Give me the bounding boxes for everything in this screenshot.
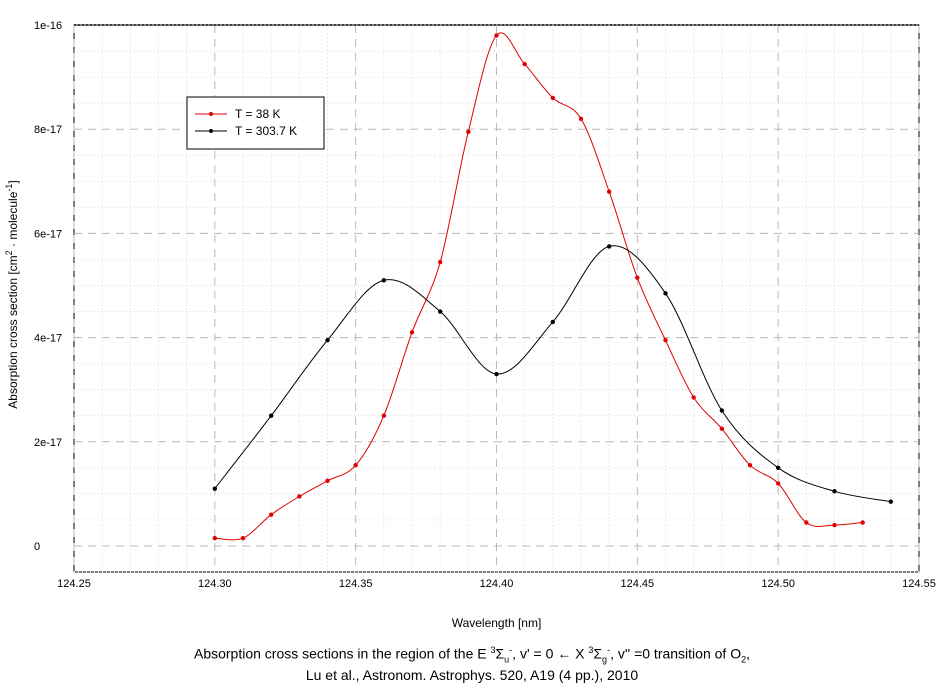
y-axis-title-part: ]: [6, 180, 20, 183]
data-point: [268, 413, 274, 418]
data-point: [268, 512, 274, 517]
x-tick-label: 124.35: [339, 578, 373, 590]
caption-sub: g: [602, 654, 608, 665]
legend-entry-303k: T = 303.7 K: [195, 124, 297, 138]
data-point: [212, 486, 218, 491]
y-tick-label: 6e-17: [34, 228, 62, 240]
data-point: [663, 337, 668, 343]
caption-text: , v' = 0 ← X: [512, 645, 589, 662]
data-point: [888, 499, 894, 504]
series-1: [212, 244, 894, 504]
data-point: [606, 244, 612, 249]
caption-text: Σ: [495, 645, 505, 662]
data-point: [578, 116, 584, 121]
data-point: [522, 61, 527, 67]
data-point: [494, 371, 499, 377]
legend-label-38k: T = 38 K: [235, 107, 280, 121]
caption-sup: 3: [490, 645, 496, 655]
data-point: [466, 129, 471, 134]
data-point: [747, 463, 753, 468]
data-point: [832, 489, 837, 494]
data-point: [550, 95, 556, 101]
x-axis-ticks: 124.25 124.30 124.35 124.40 124.45 124.50 124.…: [57, 578, 936, 590]
legend-box: [186, 96, 325, 150]
legend-marker-38k: [209, 112, 213, 116]
legend: T = 38 K T = 303.7 K: [186, 96, 325, 150]
series-layer: [212, 32, 894, 541]
data-point: [606, 189, 612, 194]
data-point: [381, 278, 387, 283]
data-point: [325, 478, 330, 484]
y-axis-title-part: · molecule: [6, 191, 20, 250]
data-point: [804, 520, 809, 525]
data-point: [437, 259, 443, 265]
y-tick-label: 1e-16: [34, 20, 62, 32]
data-point: [691, 395, 696, 400]
y-tick-label: 8e-17: [34, 124, 62, 136]
grid: [73, 24, 920, 573]
caption-sub: 2: [741, 654, 747, 665]
data-point: [437, 309, 443, 314]
data-point: [719, 408, 725, 413]
caption-line-2: Lu et al., Astronom. Astrophys. 520, A19…: [305, 667, 639, 683]
series-0: [212, 32, 865, 541]
caption-sup: -: [607, 645, 611, 655]
y-axis-title-sup: -1: [4, 184, 14, 192]
x-axis-title: Wavelength [nm]: [452, 616, 542, 630]
data-point: [860, 520, 865, 525]
caption-text: , v'' =0 transition of O: [610, 645, 742, 662]
data-point: [719, 426, 725, 431]
y-axis-title: Absorption cross section [cm2 · molecule…: [4, 180, 20, 408]
y-axis-title-sup: 2: [4, 250, 14, 255]
data-point: [409, 330, 415, 335]
caption-text: Σ: [593, 645, 603, 662]
caption-sub: u: [504, 654, 510, 665]
y-tick-label: 4e-17: [34, 333, 62, 345]
legend-label-303k: T = 303.7 K: [235, 124, 297, 138]
y-tick-label: 2e-17: [34, 437, 62, 449]
data-point: [663, 291, 668, 296]
x-tick-label: 124.30: [198, 578, 232, 590]
data-point: [325, 337, 330, 343]
x-tick-label: 124.25: [57, 578, 91, 590]
legend-entry-38k: T = 38 K: [195, 107, 280, 121]
data-point: [550, 319, 556, 325]
x-tick-label: 124.45: [621, 578, 655, 590]
y-axis-title-part: Absorption cross section [cm: [6, 255, 20, 408]
data-point: [775, 465, 781, 471]
caption-text: Absorption cross sections in the region …: [193, 645, 491, 662]
data-point: [832, 522, 837, 528]
y-axis-ticks: 0 2e-17 4e-17 6e-17 8e-17 1e-16: [34, 20, 62, 553]
data-point: [353, 463, 358, 468]
data-point: [240, 535, 246, 541]
data-point: [212, 535, 218, 541]
caption-text: ,: [746, 645, 750, 662]
data-point: [297, 494, 302, 499]
caption-sup: 3: [588, 645, 594, 655]
x-tick-label: 124.50: [761, 578, 795, 590]
x-tick-label: 124.40: [480, 578, 514, 590]
data-point: [381, 413, 387, 418]
legend-marker-303k: [209, 129, 213, 133]
caption-line-1: Absorption cross sections in the region …: [0, 645, 944, 664]
caption-sup: -: [509, 645, 513, 655]
y-tick-label: 0: [34, 541, 40, 553]
chart: 124.25 124.30 124.35 124.40 124.45 124.50 124.…: [4, 20, 936, 630]
data-point: [494, 33, 499, 38]
data-point: [635, 275, 640, 280]
data-point: [775, 481, 781, 486]
x-tick-label: 124.55: [902, 578, 936, 590]
